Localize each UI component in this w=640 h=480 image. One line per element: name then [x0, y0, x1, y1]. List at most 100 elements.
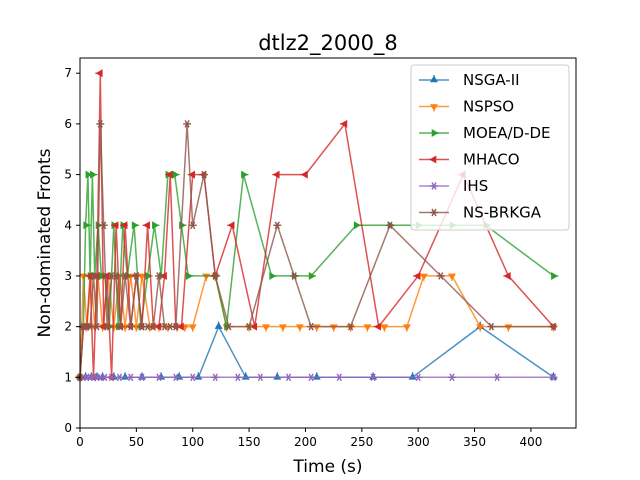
data-point-ihs [549, 373, 558, 382]
x-tick-label: 150 [238, 435, 261, 449]
data-point-nspso [380, 324, 389, 332]
series-line-ns-brkga [79, 123, 554, 378]
legend-label-moea-d-de: MOEA/D-DE [463, 124, 551, 142]
data-point-nspso [295, 324, 304, 332]
legend-marker-mhaco [429, 155, 437, 164]
data-point-nspso [504, 324, 513, 332]
data-point-mhaco [227, 221, 235, 230]
data-point-ns-brkga [224, 322, 233, 331]
data-point-nspso [363, 324, 372, 332]
data-point-ns-brkga [188, 221, 197, 230]
legend-label-ns-brkga: NS-BRKGA [463, 204, 542, 222]
y-tick-label: 5 [64, 168, 72, 182]
data-point-mhaco [300, 170, 308, 179]
y-tick-label: 0 [64, 421, 72, 435]
data-point-ns-brkga [386, 221, 394, 230]
data-point-ns-brkga [211, 272, 220, 280]
data-point-mhaco [339, 119, 348, 128]
data-point-ns-brkga [126, 322, 135, 331]
data-point-moea-d-de [90, 170, 98, 179]
data-point-moea-d-de [145, 271, 153, 280]
data-point-nspso [419, 273, 428, 281]
data-point-mhaco [120, 221, 128, 230]
y-tick-label: 7 [64, 66, 72, 80]
y-tick-label: 6 [64, 117, 72, 131]
data-point-ihs [211, 373, 220, 382]
data-point-nsga-ii [214, 321, 223, 329]
legend-label-nsga-ii: NSGA-II [463, 71, 520, 89]
data-point-ns-brkga [307, 322, 316, 331]
data-point-nspso [402, 324, 411, 332]
y-tick-label: 4 [64, 218, 72, 232]
data-point-mhaco [111, 221, 119, 230]
data-point-moea-d-de [131, 221, 140, 230]
legend: NSGA-II NSPSO MOEA/D-DE MHACO IHS NS-BRKGA [410, 64, 570, 231]
y-tick-label: 1 [64, 370, 72, 384]
data-point-ihs [414, 373, 423, 382]
data-point-nspso [476, 324, 485, 332]
data-point-ns-brkga [166, 322, 175, 331]
data-point-moea-d-de [152, 221, 160, 230]
data-point-ns-brkga [487, 322, 496, 331]
data-point-ihs [448, 373, 456, 382]
x-tick-label: 250 [350, 435, 373, 449]
x-tick-label: 350 [463, 435, 486, 449]
y-tick-label: 2 [64, 320, 72, 334]
data-point-ns-brkga [245, 322, 254, 331]
data-point-nsga-ii [121, 372, 130, 380]
data-point-moea-d-de [172, 170, 180, 179]
data-point-moea-d-de [185, 271, 194, 280]
data-point-mhaco [142, 221, 150, 230]
data-point-ns-brkga [154, 272, 163, 280]
data-point-nsga-ii [312, 372, 321, 380]
x-tick-label: 400 [519, 435, 542, 449]
data-point-ihs [284, 373, 293, 382]
data-point-moea-d-de [179, 221, 187, 230]
data-point-mhaco [413, 271, 421, 280]
data-point-ns-brkga [149, 322, 158, 331]
legend-marker-nsga-ii [429, 75, 439, 83]
x-tick-label: 200 [294, 435, 317, 449]
x-axis: 0 50 100 150 200 250 300 350 400 [76, 428, 542, 449]
data-point-moea-d-de [241, 170, 249, 179]
data-point-ns-brkga [183, 120, 192, 128]
data-point-mhaco [503, 271, 511, 280]
data-point-ihs [256, 373, 265, 382]
data-point-ns-brkga [549, 322, 558, 331]
data-point-nspso [79, 273, 88, 281]
series-line-nsga-ii [80, 324, 554, 379]
data-point-moea-d-de [83, 221, 91, 230]
data-point-nsga-ii [194, 372, 203, 380]
data-point-nspso [447, 273, 457, 281]
legend-frame [410, 64, 570, 231]
data-point-mhaco [165, 170, 173, 179]
legend-label-ihs: IHS [463, 177, 488, 195]
data-point-ihs [138, 373, 146, 382]
data-point-ihs [493, 373, 502, 382]
data-point-ihs [154, 373, 163, 382]
data-point-mhaco [95, 69, 103, 78]
data-point-ihs [369, 373, 378, 382]
data-point-ns-brkga [86, 322, 95, 331]
data-point-ns-brkga [92, 322, 101, 331]
data-point-moea-d-de [353, 221, 362, 230]
legend-label-nspso: NSPSO [463, 98, 514, 116]
data-point-nspso [312, 324, 321, 332]
data-point-ns-brkga [96, 120, 105, 128]
data-point-mhaco [373, 322, 382, 331]
x-tick-label: 300 [407, 435, 430, 449]
data-point-ihs [107, 373, 116, 382]
data-point-ns-brkga [346, 322, 355, 331]
data-point-ihs [188, 373, 197, 382]
data-point-nspso [261, 324, 271, 332]
legend-label-mhaco: MHACO [463, 151, 520, 169]
plot-frame [79, 57, 577, 429]
data-point-nsga-ii [273, 372, 282, 380]
data-point-ihs [335, 373, 344, 382]
data-point-ns-brkga [89, 272, 98, 280]
data-point-nspso [278, 324, 287, 332]
data-point-nspso [202, 273, 211, 281]
plot-area [75, 69, 559, 383]
data-point-ns-brkga [112, 272, 121, 280]
